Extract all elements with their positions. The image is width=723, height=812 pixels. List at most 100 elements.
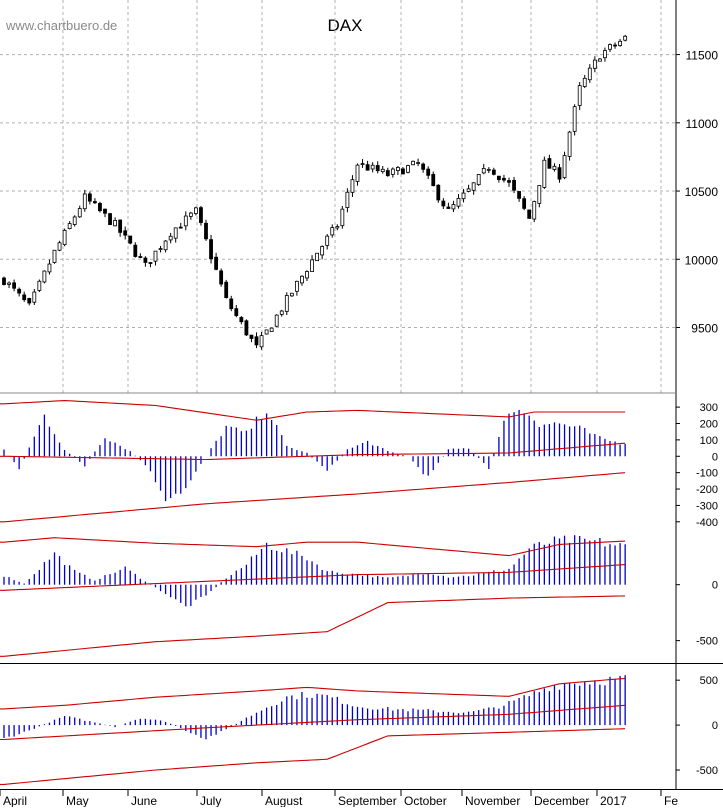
candle-body xyxy=(224,281,229,299)
candle-body xyxy=(618,40,622,47)
candle-body xyxy=(199,207,203,223)
candle-body xyxy=(587,67,592,81)
candle-body xyxy=(47,263,52,273)
candle-body xyxy=(542,159,547,188)
candle-body xyxy=(603,50,607,59)
candle-body xyxy=(204,222,208,240)
price-tick-label: 10500 xyxy=(685,185,719,199)
oscillator-tick-label: -500 xyxy=(696,636,718,648)
candle-body xyxy=(416,162,421,164)
candle-body xyxy=(289,292,294,297)
candle-body xyxy=(411,160,415,166)
candle-body xyxy=(370,164,375,170)
candle-body xyxy=(274,314,279,327)
chart-title: DAX xyxy=(328,16,363,35)
lower-band-line xyxy=(0,728,626,785)
candle-body xyxy=(496,175,501,180)
candle-body xyxy=(436,184,441,201)
mid-band-line xyxy=(0,704,626,741)
candle-body xyxy=(592,59,597,69)
x-tick-label: 2017 xyxy=(600,794,627,807)
candle-body xyxy=(325,235,330,246)
x-tick-label: November xyxy=(465,794,520,807)
candle-body xyxy=(582,77,587,87)
oscillator-tick-label: 300 xyxy=(700,402,718,414)
candle-body xyxy=(562,155,567,179)
candle-body xyxy=(108,213,112,226)
candle-body xyxy=(173,227,178,239)
candle-body xyxy=(168,235,173,241)
candle-body xyxy=(471,182,476,191)
candle-body xyxy=(461,192,466,200)
candle-body xyxy=(234,308,239,316)
candle-body xyxy=(158,248,163,251)
mid-band-line xyxy=(0,564,626,591)
candle-body xyxy=(390,168,395,175)
candle-body xyxy=(522,198,527,209)
candle-body xyxy=(37,280,42,291)
candle-body xyxy=(244,320,249,336)
candle-body xyxy=(426,168,431,176)
oscillator-tick-label: 0 xyxy=(712,580,718,592)
candle-body xyxy=(77,208,82,218)
candle-body xyxy=(360,163,365,165)
candle-body xyxy=(613,44,617,47)
candle-body xyxy=(113,220,117,227)
x-tick-label: Fe xyxy=(664,794,678,807)
candle-body xyxy=(335,226,340,229)
candle-body xyxy=(320,246,325,256)
candle-body xyxy=(17,288,22,294)
x-tick-label: December xyxy=(534,794,589,807)
candle-body xyxy=(466,188,471,192)
oscillator-tick-label: 500 xyxy=(700,675,718,687)
oscillator-tick-label: 0 xyxy=(712,720,718,732)
candle-body xyxy=(598,58,602,62)
x-tick-label: August xyxy=(265,794,303,807)
candle-body xyxy=(32,291,37,303)
candle-body xyxy=(52,249,57,263)
candle-body xyxy=(365,164,370,171)
candle-body xyxy=(143,257,148,263)
candle-body xyxy=(567,131,572,157)
candle-body xyxy=(532,201,537,220)
oscillator-tick-label: 100 xyxy=(700,435,718,447)
candle-body xyxy=(42,270,47,283)
candle-body xyxy=(72,216,77,225)
x-tick-label: October xyxy=(404,794,447,807)
candle-body xyxy=(537,185,542,204)
lower-band-line xyxy=(0,472,626,523)
candle-body xyxy=(178,226,183,229)
candle-body xyxy=(264,329,269,335)
oscillator-tick-label: -500 xyxy=(696,765,718,777)
candle-body xyxy=(138,256,143,258)
candle-body xyxy=(557,167,562,180)
x-tick-label: May xyxy=(66,794,89,807)
candle-body xyxy=(502,177,506,181)
candle-body xyxy=(153,250,158,262)
candle-body xyxy=(315,252,320,262)
upper-band-line xyxy=(0,537,626,557)
upper-band-line xyxy=(0,677,626,710)
candle-body xyxy=(2,277,6,285)
candle-body xyxy=(87,193,92,202)
candle-body xyxy=(380,168,385,173)
candle-body xyxy=(451,204,456,210)
candle-body xyxy=(98,202,102,212)
candle-body xyxy=(608,44,612,50)
candle-body xyxy=(476,174,481,186)
candle-body xyxy=(572,106,577,132)
candle-body xyxy=(62,229,67,245)
candle-body xyxy=(259,335,264,348)
candle-body xyxy=(517,191,521,199)
candle-body xyxy=(249,334,254,339)
price-tick-label: 10000 xyxy=(685,253,719,267)
candle-body xyxy=(345,191,350,208)
candle-body xyxy=(22,294,27,301)
candle-body xyxy=(183,215,188,227)
candle-body xyxy=(219,270,224,285)
candle-body xyxy=(284,295,289,312)
oscillator-tick-label: -100 xyxy=(696,468,718,480)
candle-body xyxy=(577,85,582,106)
